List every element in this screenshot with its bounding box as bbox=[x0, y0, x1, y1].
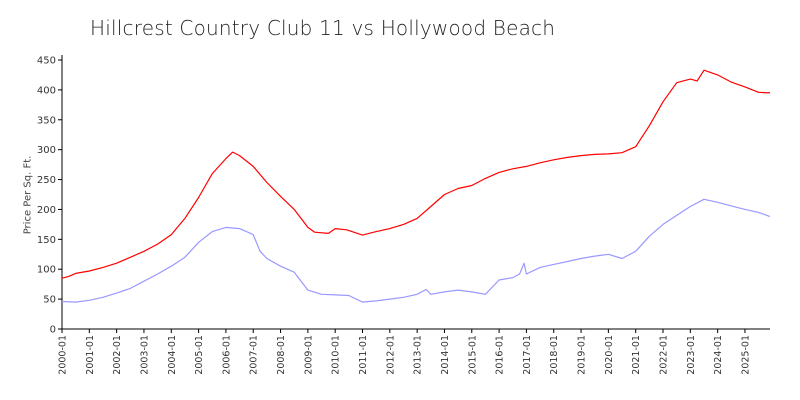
x-tick-label: 2016-01 bbox=[495, 335, 506, 375]
axes: 0 50 100 150 200 250 300 350 400 450 2000-01 2001-0… bbox=[37, 55, 770, 375]
x-tick-label: 2011-01 bbox=[358, 335, 369, 375]
x-tick-label: 2013-01 bbox=[413, 335, 424, 375]
y-tick-label: 250 bbox=[37, 175, 56, 186]
y-tick-label: 100 bbox=[37, 265, 56, 276]
chart-title: Hillcrest Country Club 11 vs Hollywood B… bbox=[90, 16, 556, 40]
series-group bbox=[61, 69, 771, 303]
x-tick-label: 2019-01 bbox=[577, 335, 588, 375]
y-tick-label: 400 bbox=[37, 85, 56, 96]
y-tick-label: 350 bbox=[37, 115, 56, 126]
x-tick-label: 2017-01 bbox=[522, 335, 533, 375]
series-line-1 bbox=[61, 69, 771, 279]
x-tick-label: 2018-01 bbox=[549, 335, 560, 375]
x-tick-label: 2020-01 bbox=[604, 335, 615, 375]
x-tick-label: 2008-01 bbox=[276, 335, 287, 375]
x-tick-label: 2023-01 bbox=[686, 335, 697, 375]
x-tick-label: 2003-01 bbox=[139, 335, 150, 375]
x-tick-label: 2007-01 bbox=[249, 335, 260, 375]
x-tick-label: 2009-01 bbox=[303, 335, 314, 375]
series-line-2 bbox=[61, 198, 771, 303]
y-tick-label: 150 bbox=[37, 235, 56, 246]
y-tick-label: 450 bbox=[37, 56, 56, 67]
x-tick-label: 2002-01 bbox=[112, 335, 123, 375]
x-tick-label: 2005-01 bbox=[194, 335, 205, 375]
x-tick-label: 2012-01 bbox=[385, 335, 396, 375]
y-tick-label: 200 bbox=[37, 205, 56, 216]
y-tick-label: 0 bbox=[50, 325, 56, 336]
x-tick-label: 2014-01 bbox=[440, 335, 451, 375]
x-tick-label: 2000-01 bbox=[58, 335, 69, 375]
x-tick-label: 2010-01 bbox=[331, 335, 342, 375]
x-tick-label: 2022-01 bbox=[659, 335, 670, 375]
x-tick-label: 2024-01 bbox=[713, 335, 724, 375]
x-tick-label: 2025-01 bbox=[740, 335, 751, 375]
x-tick-label: 2001-01 bbox=[85, 335, 96, 375]
x-tick-label: 2006-01 bbox=[221, 335, 232, 375]
x-tick-label: 2004-01 bbox=[167, 335, 178, 375]
x-tick-label: 2015-01 bbox=[467, 335, 478, 375]
y-tick-label: 50 bbox=[43, 295, 56, 306]
x-tick-label: 2021-01 bbox=[631, 335, 642, 375]
y-tick-label: 300 bbox=[37, 145, 56, 156]
